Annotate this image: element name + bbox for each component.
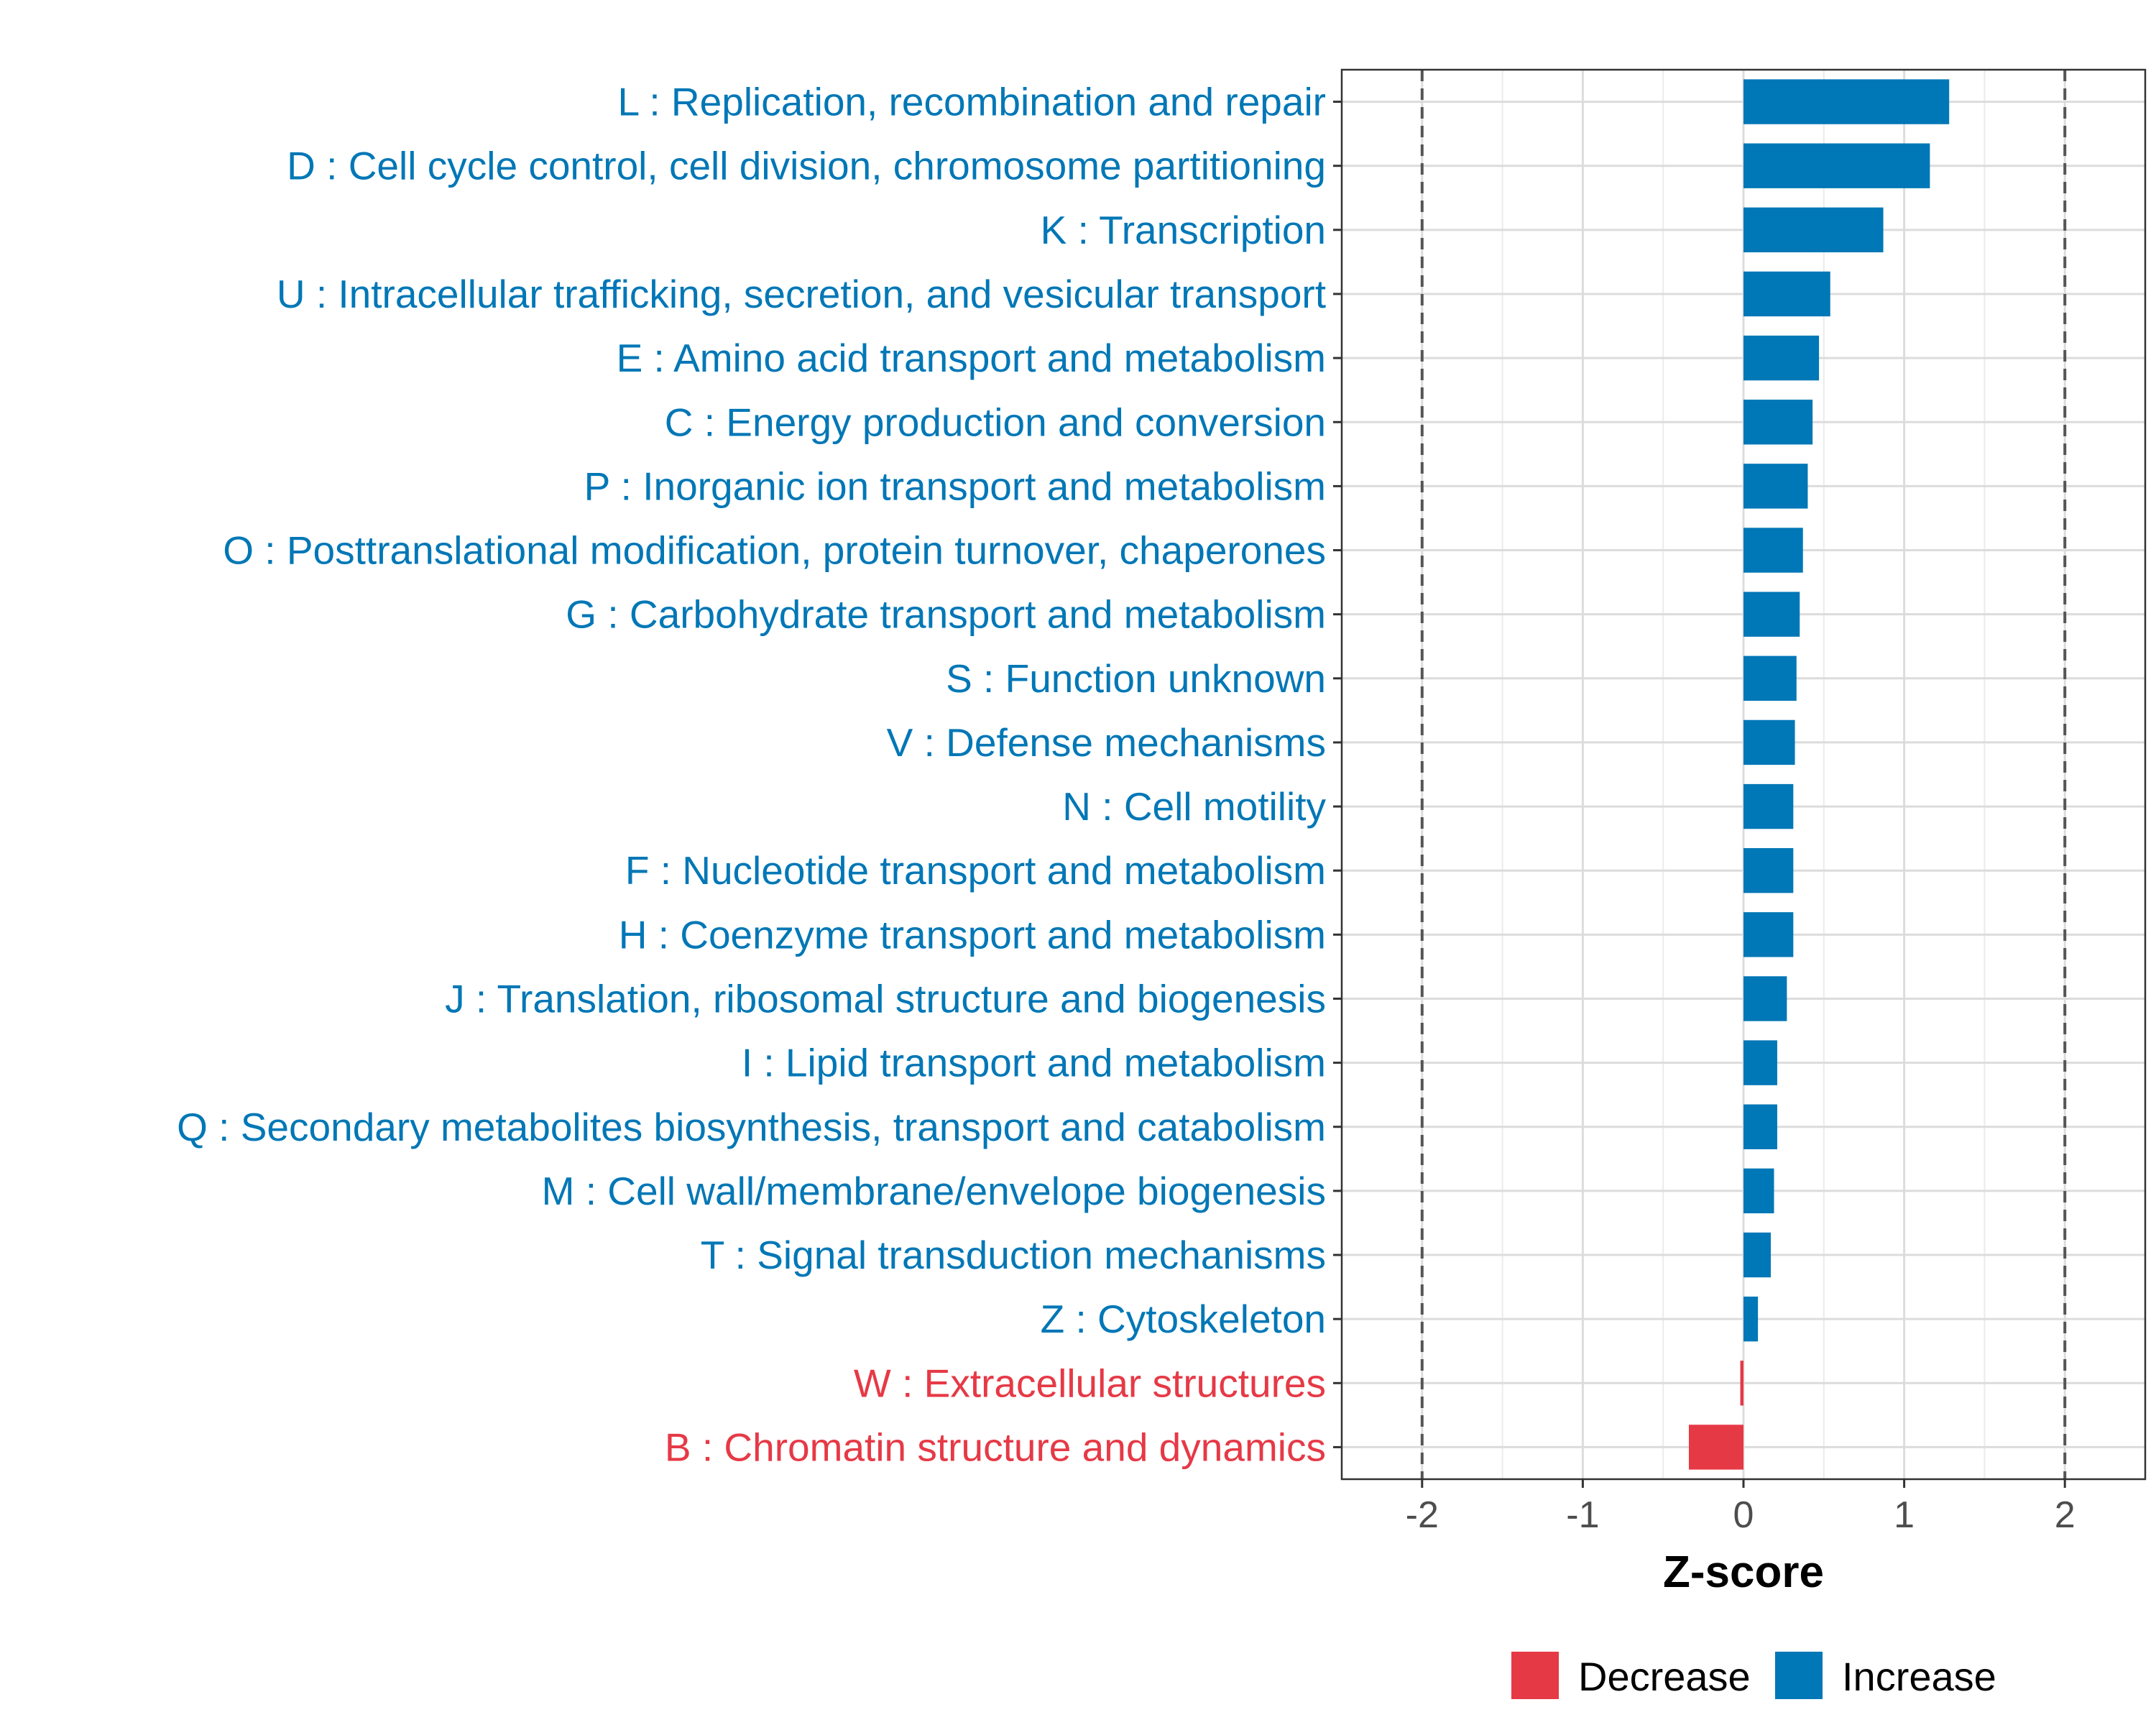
bar (1743, 271, 1830, 317)
category-label: E : Amino acid transport and metabolism (617, 336, 1326, 380)
legend-key-increase (1775, 1652, 1823, 1699)
category-label: D : Cell cycle control, cell division, c… (287, 144, 1326, 188)
bar (1743, 1232, 1772, 1278)
bar (1743, 783, 1794, 829)
category-labels: L : Replication, recombination and repai… (177, 80, 1326, 1470)
bar (1743, 1296, 1759, 1342)
category-label: F : Nucleotide transport and metabolism (625, 848, 1326, 893)
reference-lines (1420, 70, 2067, 1479)
category-label: M : Cell wall/membrane/envelope biogenes… (542, 1169, 1326, 1213)
bar (1743, 912, 1794, 957)
bar (1743, 1104, 1777, 1149)
category-label: P : Inorganic ion transport and metaboli… (584, 464, 1326, 508)
bar (1743, 79, 1950, 124)
bar (1743, 207, 1884, 253)
legend-key-decrease (1511, 1652, 1559, 1699)
bar (1743, 1168, 1774, 1214)
bar (1743, 848, 1794, 893)
bar (1743, 400, 1813, 445)
x-tick-label: 1 (1894, 1494, 1915, 1536)
bars (1688, 79, 1950, 1470)
bar (1743, 1040, 1777, 1085)
legend-label-increase: Increase (1842, 1654, 1996, 1699)
category-label: T : Signal transduction mechanisms (701, 1233, 1326, 1277)
bar (1743, 976, 1787, 1021)
category-label: N : Cell motility (1062, 784, 1326, 829)
bar (1743, 719, 1795, 765)
category-label: K : Transcription (1041, 208, 1326, 252)
bar (1743, 528, 1803, 573)
category-label: U : Intracellular trafficking, secretion… (277, 272, 1326, 316)
category-label: G : Carbohydrate transport and metabolis… (566, 592, 1326, 637)
category-label: S : Function unknown (946, 656, 1326, 701)
x-ticks: -2 -1 0 1 2 (1406, 1479, 2076, 1536)
category-label: O : Posttranslational modification, prot… (223, 528, 1326, 573)
category-label: L : Replication, recombination and repai… (618, 80, 1326, 124)
y-ticks (1333, 101, 1342, 1448)
legend: Decrease Increase (1511, 1652, 1996, 1699)
bar (1743, 592, 1800, 637)
x-tick-label: 0 (1733, 1494, 1754, 1536)
bar (1743, 656, 1797, 701)
category-label: H : Coenzyme transport and metabolism (619, 912, 1326, 957)
legend-label-decrease: Decrease (1578, 1654, 1751, 1699)
bar (1743, 464, 1808, 509)
category-label: Z : Cytoskeleton (1041, 1297, 1326, 1341)
category-label: V : Defense mechanisms (887, 720, 1326, 765)
bar (1688, 1425, 1743, 1470)
category-label: I : Lipid transport and metabolism (742, 1041, 1326, 1085)
category-label: Q : Secondary metabolites biosynthesis, … (177, 1105, 1326, 1149)
x-tick-label: -2 (1406, 1494, 1439, 1536)
bar (1743, 335, 1820, 381)
category-label: B : Chromatin structure and dynamics (665, 1425, 1326, 1469)
x-tick-label: 2 (2055, 1494, 2076, 1536)
bar (1743, 143, 1930, 188)
category-label: J : Translation, ribosomal structure and… (445, 976, 1326, 1021)
x-axis-title: Z-score (1663, 1547, 1824, 1597)
category-label: C : Energy production and conversion (665, 400, 1326, 444)
bar (1740, 1361, 1743, 1406)
x-tick-label: -1 (1566, 1494, 1599, 1536)
category-label: W : Extracellular structures (854, 1361, 1326, 1405)
